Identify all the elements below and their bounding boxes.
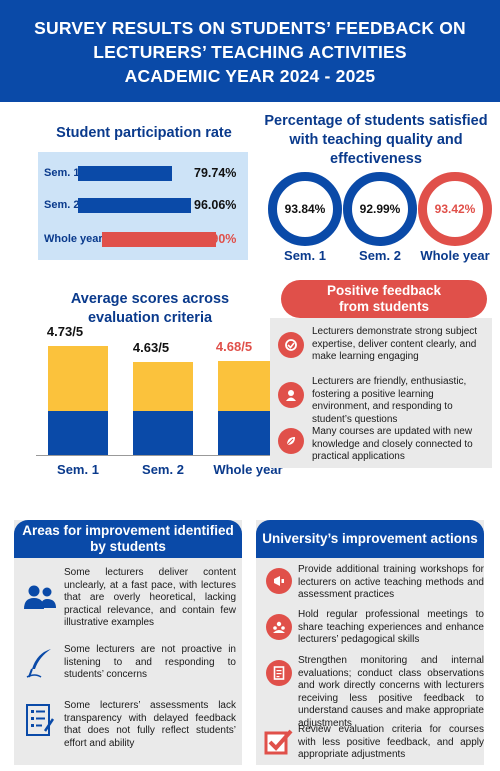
participation-title: Student participation rate [56, 125, 232, 141]
score-bar-top [218, 361, 278, 411]
score-bar-bottom [218, 411, 278, 455]
improvement-text: Some lecturers deliver content unclearly… [64, 567, 236, 628]
satisfaction-value: 93.84% [284, 202, 326, 216]
participation-label: Sem. 1 [44, 167, 80, 179]
score-label: Sem. 1 [57, 462, 99, 477]
score-bar [48, 346, 108, 455]
participation-value: 96.06% [194, 198, 237, 212]
header-line-1: SURVEY RESULTS ON STUDENTS’ FEEDBACK ON [34, 18, 466, 38]
score-value: 4.63/5 [132, 340, 170, 355]
positive-text: Many courses are updated with new knowle… [312, 426, 473, 462]
participation-value: 87.90% [194, 232, 237, 246]
improvement-title-line: Areas for improvement identified [22, 523, 234, 538]
satisfaction-title-line: effectiveness [330, 151, 422, 167]
participation-bar [102, 232, 216, 247]
improvement-title-line: by students [90, 539, 166, 554]
score-value: 4.73/5 [46, 324, 84, 339]
score-bar-bottom [48, 411, 108, 455]
score-bar-bottom [133, 411, 193, 455]
improvement-header: Areas for improvement identified by stud… [14, 520, 242, 558]
score-value: 4.68/5 [215, 339, 253, 354]
users-icon [22, 580, 58, 616]
participation-panel: Sem. 1 79.74% Sem. 2 96.06% Whole year 8… [38, 152, 248, 260]
satisfaction-ring-whole-year: 93.42% [418, 172, 492, 246]
participation-row: Sem. 1 79.74% [38, 164, 248, 184]
positive-title-line: from students [338, 299, 429, 314]
megaphone-icon [266, 568, 292, 594]
positive-text: Lecturers demonstrate strong subject exp… [312, 326, 478, 362]
satisfaction-title-line: with teaching quality and [289, 132, 463, 148]
satisfaction-label: Whole year [420, 248, 490, 263]
scores-title-line: evaluation criteria [87, 310, 213, 326]
action-text: Review evaluation criteria for courses w… [298, 724, 484, 760]
improvement-panel [14, 520, 242, 765]
satisfaction-ring-sem1: 93.84% [268, 172, 342, 246]
satisfaction-value: 92.99% [359, 202, 401, 216]
score-label: Whole year [213, 462, 283, 477]
score-bar-top [133, 362, 193, 411]
action-text: Hold regular professional meetings to sh… [298, 609, 484, 645]
quill-icon [22, 645, 58, 681]
improvement-text: Some lecturers are not proactive in list… [64, 644, 236, 680]
action-text: Strengthen monitoring and internal evalu… [298, 655, 484, 729]
positive-text: Lecturers are friendly, enthusiastic, fo… [312, 376, 467, 425]
participation-bar [78, 198, 191, 213]
positive-feedback-header: Positive feedback from students [281, 280, 487, 318]
header-line-3: ACADEMIC YEAR 2024 - 2025 [124, 66, 376, 86]
participation-row: Sem. 2 96.06% [38, 196, 248, 216]
satisfaction-title-line: Percentage of students satisfied [264, 113, 488, 129]
document-icon [266, 660, 292, 686]
score-bar [218, 361, 278, 455]
positive-feedback-panel: Lecturers demonstrate strong subject exp… [270, 318, 492, 468]
leaf-icon [278, 428, 304, 454]
satisfaction-label: Sem. 2 [359, 248, 401, 263]
checkbox-icon [264, 727, 294, 755]
participation-label: Sem. 2 [44, 199, 80, 211]
score-label: Sem. 2 [142, 462, 184, 477]
actions-panel [256, 520, 484, 765]
participation-bar [78, 166, 172, 181]
satisfaction-ring-sem2: 92.99% [343, 172, 417, 246]
positive-title-line: Positive feedback [326, 283, 442, 298]
user-icon [278, 382, 304, 408]
satisfaction-label: Sem. 1 [284, 248, 326, 263]
action-text: Provide additional training workshops fo… [298, 564, 484, 600]
header-line-2: LECTURERS’ TEACHING ACTIVITIES [93, 42, 407, 62]
participation-row: Whole year 87.90% [38, 230, 248, 250]
actions-header: University’s improvement actions [256, 520, 484, 558]
improvement-text: Some lecturers’ assessments lack transpa… [64, 700, 236, 749]
meeting-icon [266, 614, 292, 640]
satisfaction-title: Percentage of students satisfied with te… [260, 112, 492, 169]
participation-value: 79.74% [194, 166, 237, 180]
scores-baseline [36, 455, 272, 456]
satisfaction-value: 93.42% [434, 202, 476, 216]
participation-label: Whole year [44, 233, 103, 245]
scores-title: Average scores across evaluation criteri… [40, 290, 260, 328]
score-bar [133, 362, 193, 455]
thumbs-up-icon [278, 332, 304, 358]
checklist-icon [22, 702, 58, 738]
header-banner: SURVEY RESULTS ON STUDENTS’ FEEDBACK ON … [0, 0, 500, 102]
score-bar-top [48, 346, 108, 411]
scores-title-line: Average scores across [70, 291, 230, 307]
actions-title: University’s improvement actions [262, 531, 478, 546]
